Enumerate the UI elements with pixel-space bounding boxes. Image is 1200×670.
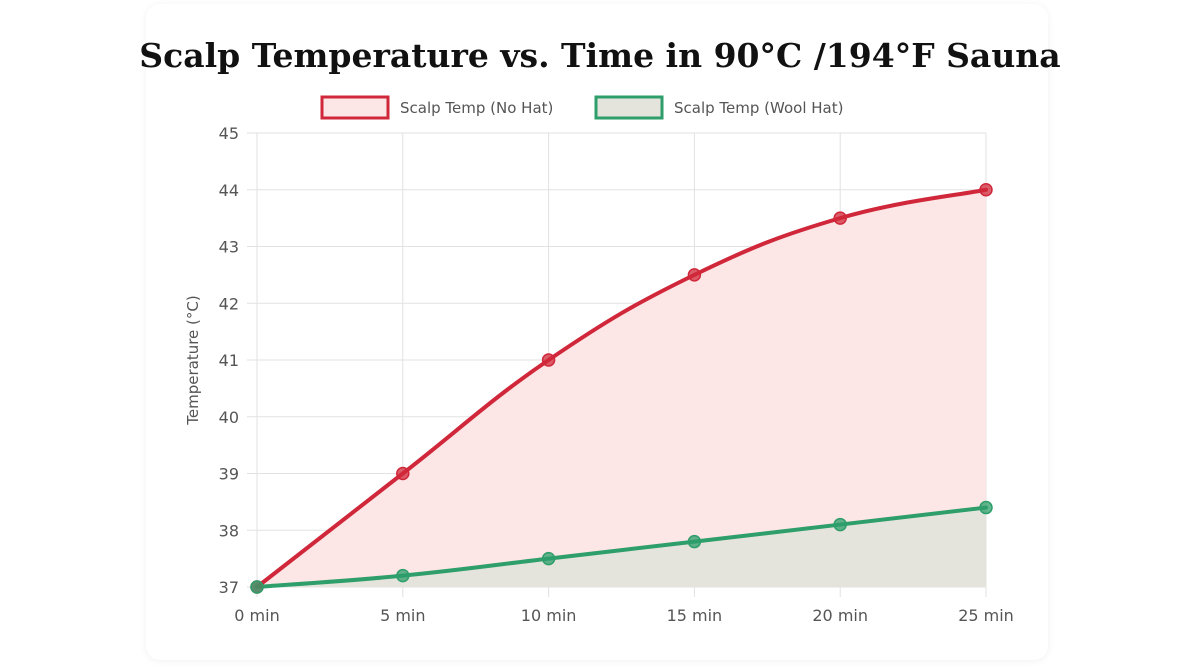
legend-label-1: Scalp Temp (Wool Hat) [674, 99, 843, 117]
data-point [396, 568, 410, 583]
series-lines [255, 187, 988, 589]
data-point [250, 580, 264, 594]
series-line-0 [255, 187, 988, 589]
legend-swatch-0 [320, 95, 390, 120]
x-tick-label: 10 min [521, 606, 577, 625]
data-point [979, 500, 993, 515]
chart-title: Scalp Temperature vs. Time in 90°C /194°… [139, 36, 1061, 75]
data-point [687, 268, 702, 282]
y-tick-label: 42 [219, 294, 239, 313]
data-point [541, 551, 556, 566]
x-axis-ticks: 0 min 5 min 10 min 15 min 20 min 25 min [234, 606, 1014, 625]
legend-label-0: Scalp Temp (No Hat) [400, 99, 553, 117]
y-tick-label: 38 [219, 521, 239, 540]
data-point [687, 534, 702, 549]
x-tick-label: 5 min [380, 606, 425, 625]
legend-swatch-1 [594, 95, 664, 120]
y-tick-label: 41 [219, 351, 239, 370]
series-line-1 [255, 505, 988, 589]
data-point [541, 353, 556, 367]
y-tick-label: 37 [219, 578, 239, 597]
x-tick-label: 20 min [812, 606, 868, 625]
y-axis-label: Temperature (°C) [184, 295, 202, 425]
series-area-1 [257, 507, 986, 587]
y-tick-label: 39 [219, 465, 239, 484]
data-point [396, 466, 410, 481]
data-point [979, 183, 993, 197]
data-point [833, 211, 847, 225]
x-tick-label: 15 min [667, 606, 723, 625]
data-point [833, 517, 847, 532]
series-areas [257, 189, 986, 587]
series-area-0 [257, 189, 986, 587]
series-points [250, 183, 993, 594]
x-tick-label: 0 min [234, 606, 279, 625]
y-tick-label: 40 [219, 408, 239, 427]
legend: Scalp Temp (No Hat) Scalp Temp (Wool Hat) [320, 95, 843, 120]
y-tick-label: 43 [219, 238, 239, 257]
y-axis-ticks: 37 38 39 40 41 42 43 44 45 [219, 124, 239, 597]
y-tick-label: 44 [219, 181, 239, 200]
x-tick-label: 25 min [958, 606, 1014, 625]
y-tick-label: 45 [219, 124, 239, 143]
